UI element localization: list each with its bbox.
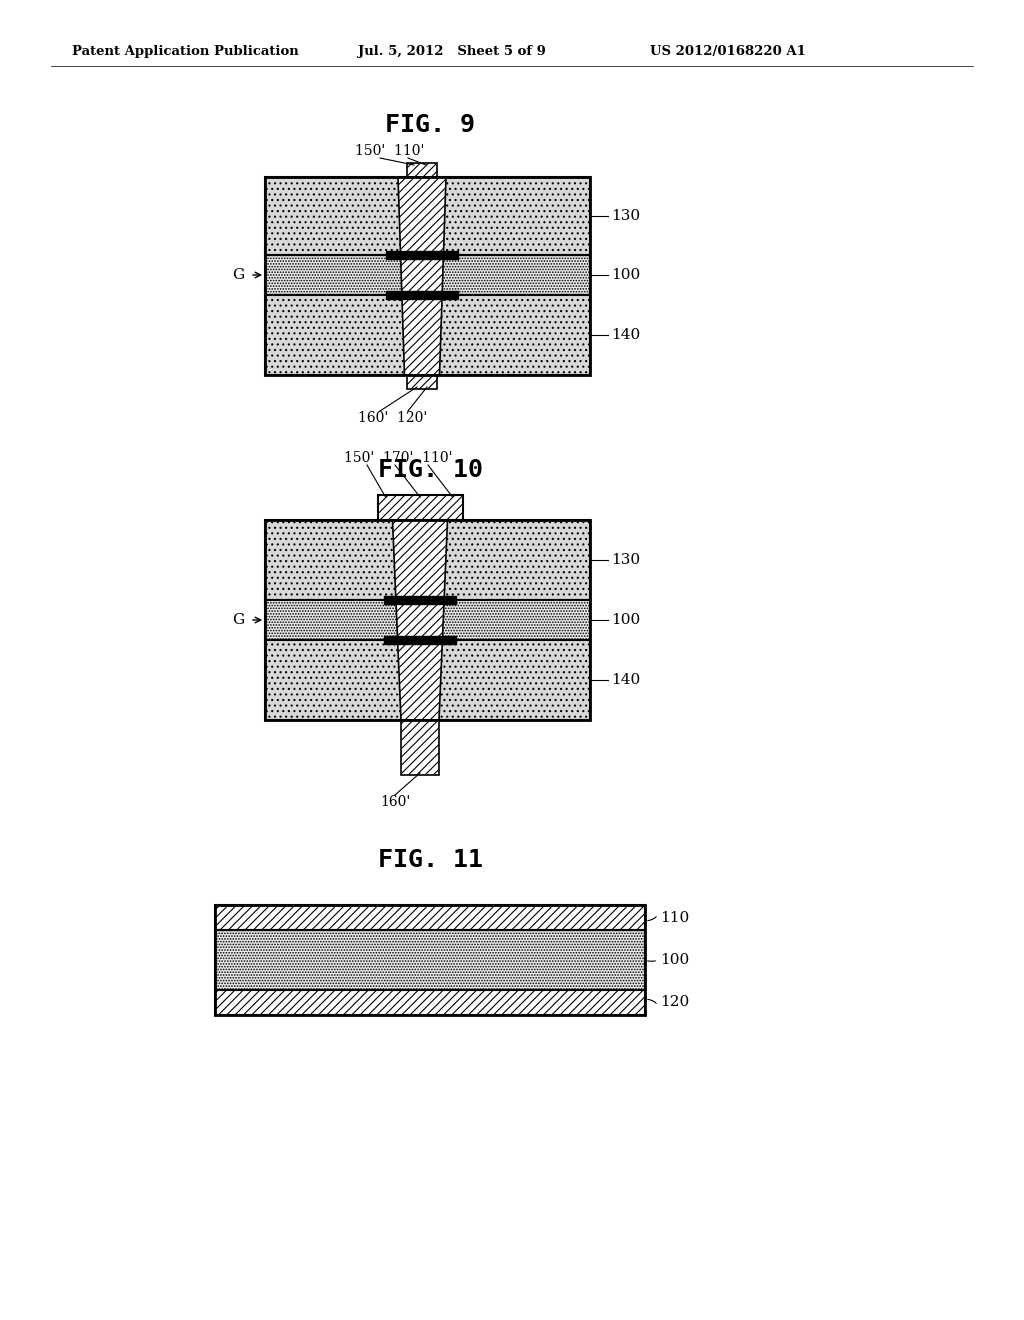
- Bar: [215, 906, 645, 1015]
- Text: G: G: [231, 612, 244, 627]
- Bar: [265, 177, 590, 255]
- Text: 160': 160': [380, 795, 411, 809]
- Bar: [265, 601, 590, 640]
- Bar: [265, 294, 590, 375]
- Text: Jul. 5, 2012   Sheet 5 of 9: Jul. 5, 2012 Sheet 5 of 9: [358, 45, 546, 58]
- Text: 100: 100: [611, 612, 640, 627]
- Bar: [378, 495, 463, 520]
- Bar: [215, 906, 645, 931]
- Bar: [407, 375, 437, 389]
- Text: 150'  170'  110': 150' 170' 110': [344, 451, 453, 465]
- Text: 120: 120: [660, 995, 689, 1010]
- Bar: [215, 931, 645, 990]
- Bar: [265, 177, 590, 375]
- Bar: [265, 520, 590, 601]
- Text: FIG. 10: FIG. 10: [378, 458, 482, 482]
- Bar: [265, 640, 590, 719]
- Bar: [215, 990, 645, 1015]
- Text: Patent Application Publication: Patent Application Publication: [72, 45, 299, 58]
- Bar: [386, 290, 458, 300]
- Text: 130: 130: [611, 209, 640, 223]
- Text: 100: 100: [611, 268, 640, 282]
- Text: FIG. 9: FIG. 9: [385, 114, 475, 137]
- Bar: [265, 520, 590, 719]
- Text: 110: 110: [660, 911, 689, 924]
- Text: 100: 100: [660, 953, 689, 968]
- Text: 130: 130: [611, 553, 640, 568]
- Bar: [386, 251, 458, 259]
- Text: FIG. 11: FIG. 11: [378, 847, 482, 873]
- Text: 140: 140: [611, 327, 640, 342]
- Text: 140: 140: [611, 673, 640, 686]
- Text: US 2012/0168220 A1: US 2012/0168220 A1: [650, 45, 806, 58]
- Bar: [407, 162, 437, 177]
- Bar: [265, 255, 590, 294]
- Polygon shape: [392, 520, 447, 719]
- Bar: [401, 719, 439, 775]
- Text: 150'  110': 150' 110': [355, 144, 425, 158]
- Bar: [384, 597, 456, 605]
- Text: 160'  120': 160' 120': [358, 411, 428, 425]
- Bar: [384, 636, 456, 644]
- Text: G: G: [231, 268, 244, 282]
- Polygon shape: [398, 177, 446, 375]
